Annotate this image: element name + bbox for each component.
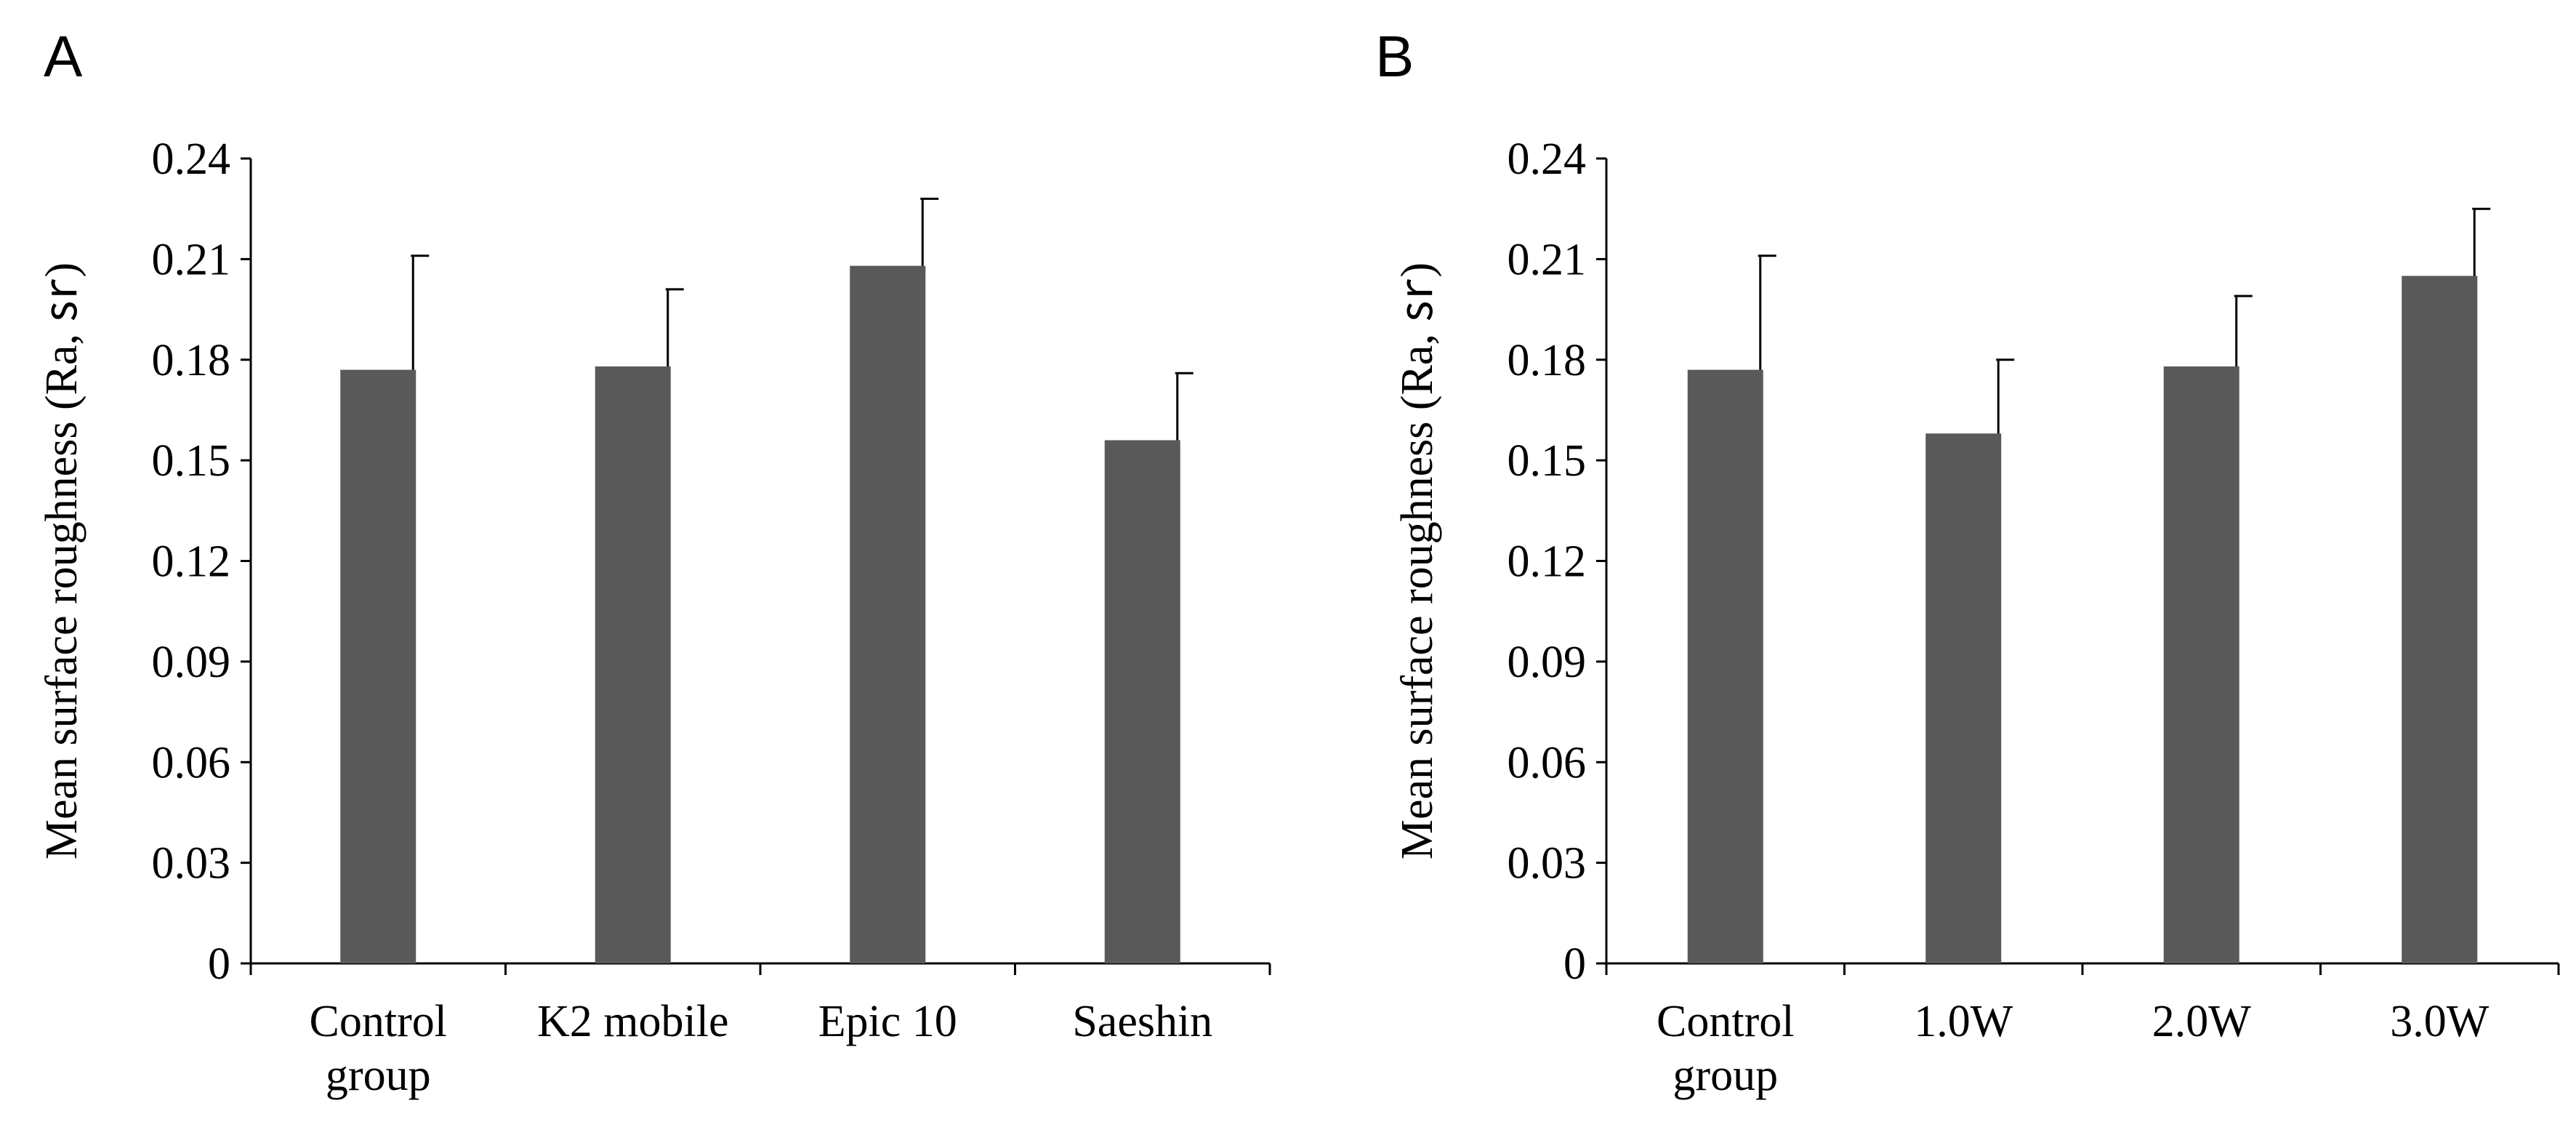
- bar: [1104, 440, 1180, 963]
- y-axis-title: Mean surface roughness (Ra, ㏛): [37, 262, 86, 859]
- x-category-label: 1.0W: [1914, 997, 2013, 1046]
- bar: [2163, 366, 2239, 964]
- y-tick-label: 0.12: [1508, 537, 1587, 587]
- y-tick-label: 0.24: [1508, 135, 1587, 184]
- panel-label: B: [1375, 24, 1414, 89]
- y-tick-label: 0.18: [152, 336, 231, 385]
- y-tick-label: 0.06: [152, 738, 231, 787]
- bar: [595, 366, 671, 964]
- bar: [340, 369, 416, 963]
- y-tick-label: 0.03: [1508, 839, 1587, 889]
- x-category-label: Saeshin: [1072, 997, 1212, 1046]
- y-tick-label: 0.18: [1508, 336, 1587, 385]
- y-axis-title: Mean surface roughness (Ra, ㏛): [1393, 262, 1442, 859]
- y-tick-label: 0.03: [152, 839, 231, 889]
- y-tick-label: 0.12: [152, 537, 231, 587]
- chart-panel-a: A Mean surface roughness (Ra, ㏛) 0 0.03 0.06…: [37, 24, 1271, 1100]
- y-tick-label: 0.21: [1508, 235, 1587, 284]
- y-tick-label: 0.06: [1508, 738, 1587, 787]
- bar: [2402, 276, 2478, 963]
- x-category-label: K2 mobile: [537, 997, 728, 1046]
- y-tick-label: 0.15: [1508, 436, 1587, 486]
- bar: [1687, 369, 1763, 963]
- x-category-label: 3.0W: [2390, 997, 2490, 1046]
- panel-label: A: [44, 24, 83, 89]
- x-category-label: Control group: [310, 997, 447, 1100]
- y-tick-label: 0: [208, 939, 230, 989]
- y-tick-label: 0: [1563, 939, 1586, 989]
- y-tick-label: 0.21: [152, 235, 231, 284]
- x-category-label: Control group: [1657, 997, 1794, 1100]
- chart-panel-b: B Mean surface roughness (Ra, ㏛) 0 0.03 0.06…: [1375, 24, 2560, 1100]
- bar: [1925, 433, 2002, 963]
- y-tick-label: 0.09: [152, 638, 231, 687]
- bar: [850, 265, 926, 964]
- y-tick-label: 0.09: [1508, 638, 1587, 687]
- y-tick-label: 0.15: [152, 436, 231, 486]
- x-category-label: Epic 10: [818, 997, 957, 1046]
- y-tick-label: 0.24: [152, 135, 231, 184]
- x-category-label: 2.0W: [2152, 997, 2252, 1046]
